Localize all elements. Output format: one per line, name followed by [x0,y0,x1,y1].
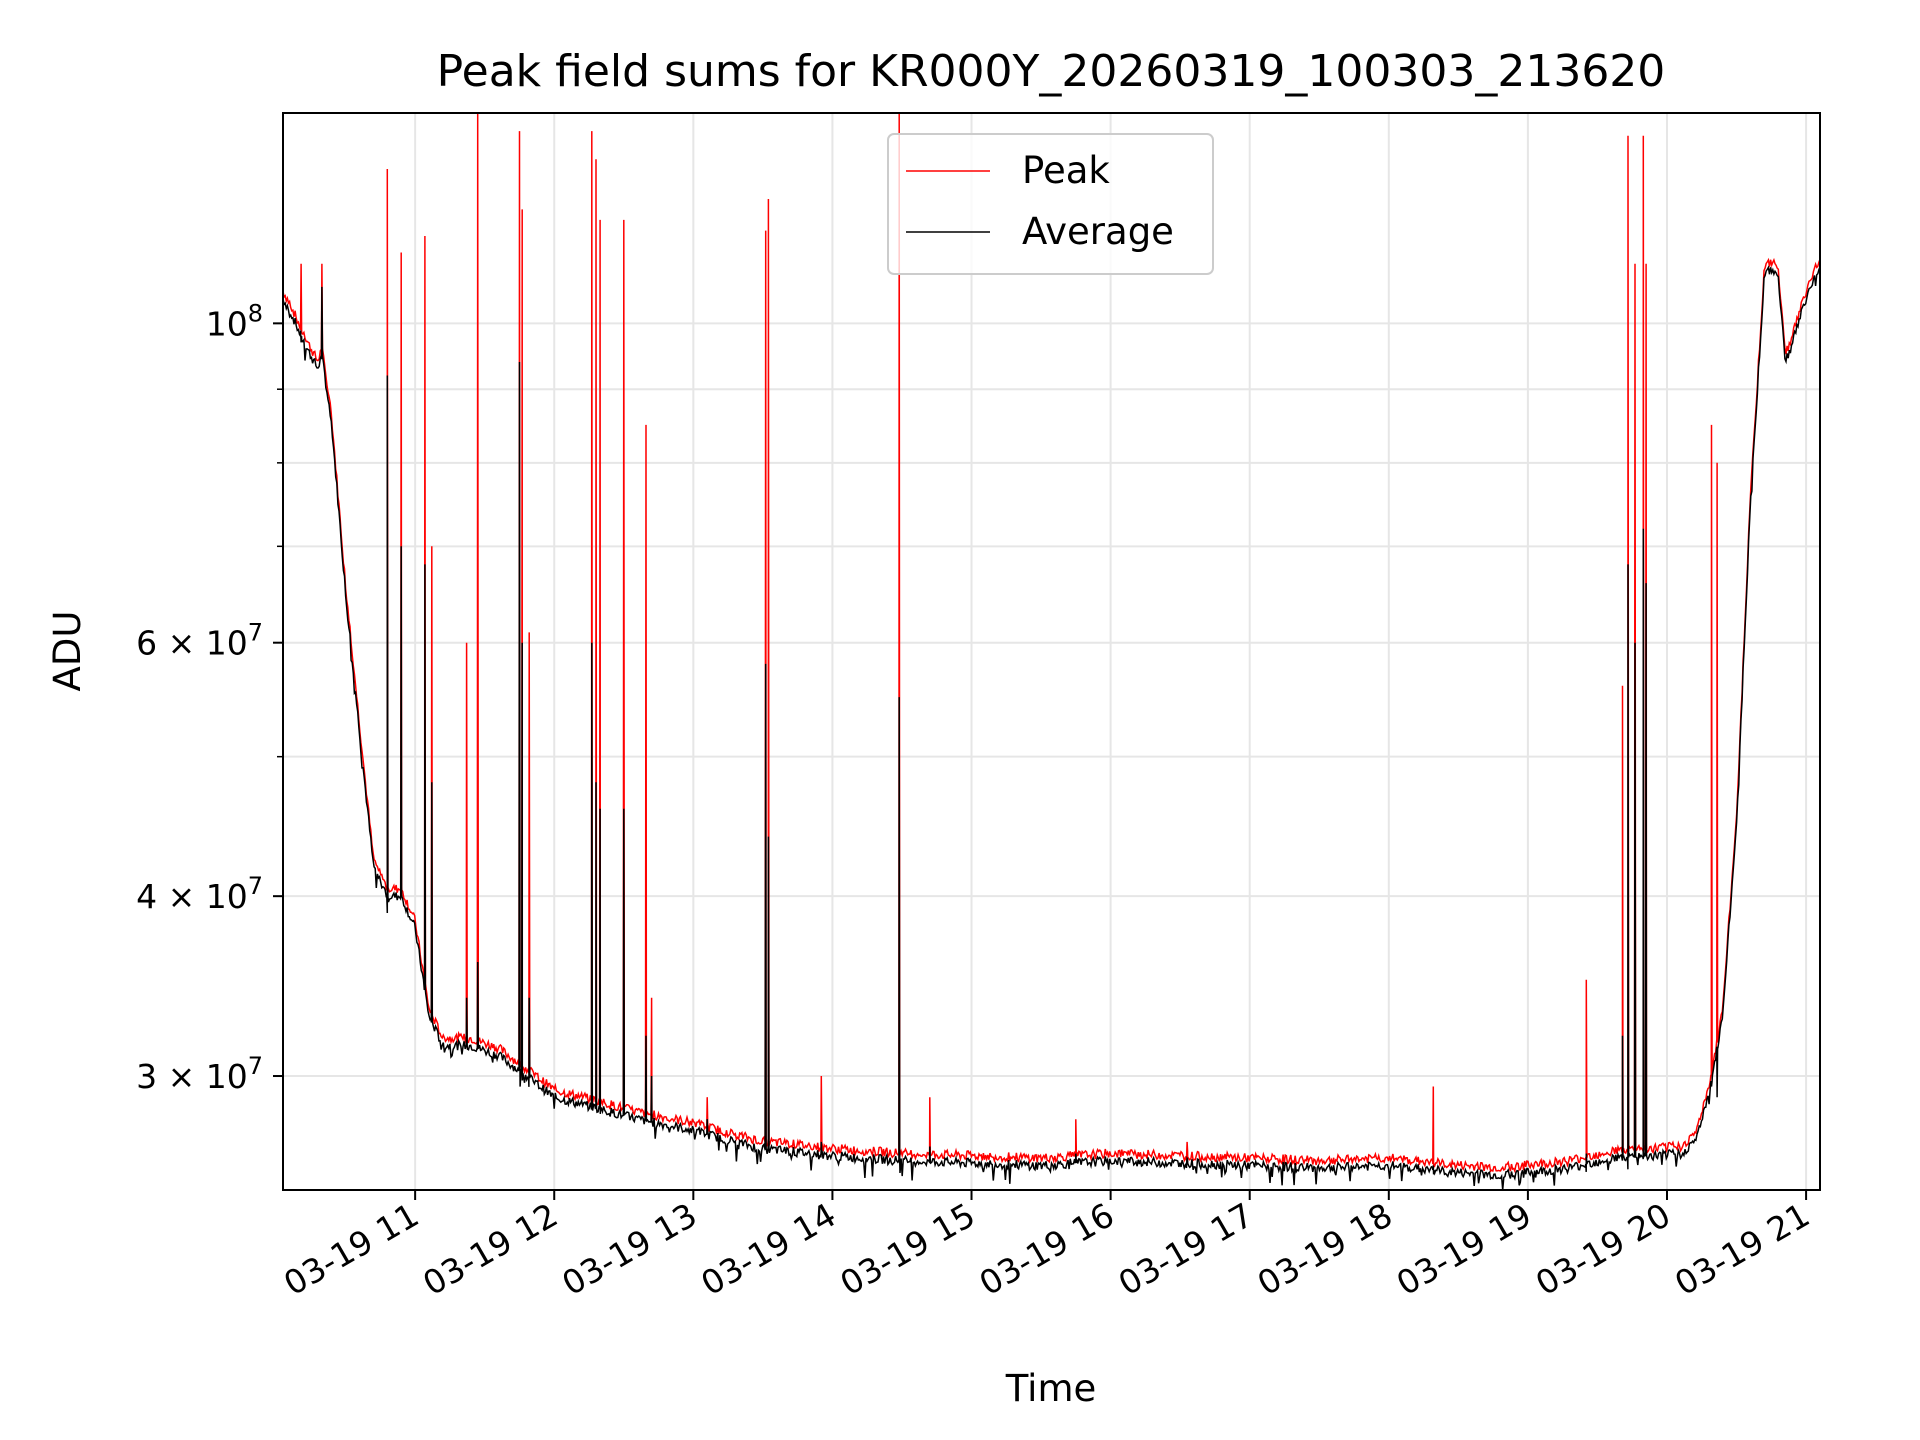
series-average [282,265,1821,1190]
legend-box [887,133,1214,275]
peak-line [282,112,1821,1174]
legend-average-label: Average [1022,210,1174,253]
y-tick-label: 108 [206,299,263,343]
x-axis-label: Time [1005,1367,1097,1410]
legend-peak-label: Peak [1022,149,1110,192]
plot-frame [282,112,1821,1191]
legend: Peak Average [887,133,1214,275]
series-peak [282,112,1821,1174]
y-tick-label: 3 × 107 [136,1052,263,1096]
average-line [282,265,1821,1190]
gridlines [283,113,1820,1190]
y-tick-label: 6 × 107 [136,619,263,663]
chart-title: Peak field sums for KR000Y_20260319_1003… [437,46,1666,97]
y-axis-label: ADU [46,611,89,692]
y-axis: 3 × 107 4 × 107 6 × 107 108 [136,299,283,1096]
y-tick-label: 4 × 107 [136,872,263,916]
plot-area [283,113,1820,1190]
